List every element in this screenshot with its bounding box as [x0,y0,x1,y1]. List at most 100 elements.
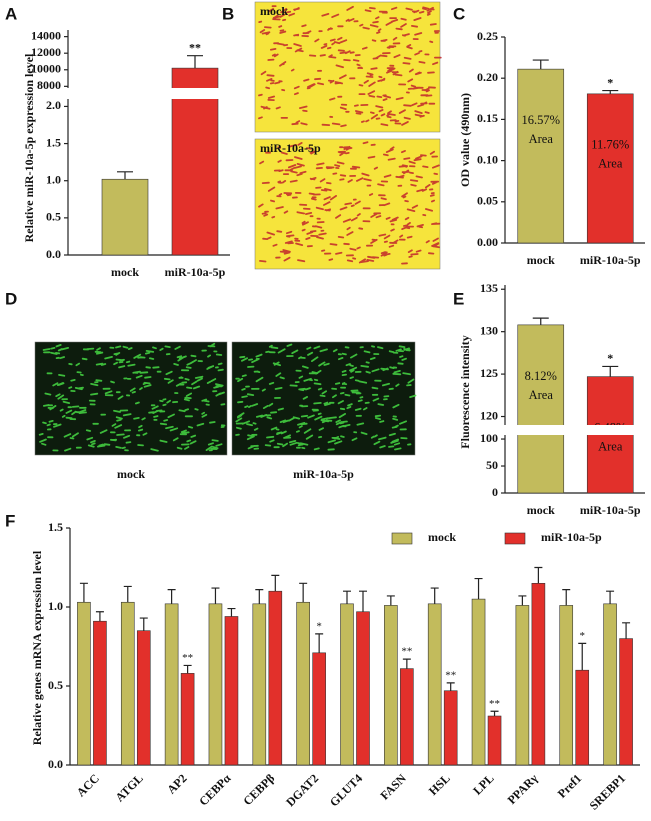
x-tick-label: HSL [426,771,453,798]
bar [208,603,223,766]
y-tick-label: 0.0 [46,247,61,261]
error-bar [386,595,395,606]
bar-label: Area [598,157,623,171]
image-caption: miR-10a-5p [260,141,321,155]
cell-texture [258,5,442,128]
significance: ** [489,698,500,710]
y-tick-label: 0.20 [477,70,498,84]
error-bar [606,590,615,604]
x-tick-label: LPL [470,771,496,797]
significance: * [579,630,585,642]
error-bar [271,574,280,592]
y-tick-label: 120 [480,408,498,422]
x-tick-label: CEBPα [196,771,233,808]
bar [586,93,634,244]
x-tick-label: mock [527,503,555,517]
panel-letter: D [5,289,17,308]
panel-letter: C [453,4,465,23]
bar-label: Area [529,132,554,146]
cell-texture [235,343,417,451]
y-tick-label: 130 [480,323,498,337]
image-caption: miR-10a-5p [293,467,354,481]
y-tick-label: 0.00 [477,235,498,249]
x-tick-label: DGAT2 [283,771,321,809]
y-axis-label: Relative genes mRNA expression level [30,550,44,745]
error-bar [117,171,133,180]
x-tick-label: CEBPβ [240,771,277,808]
error-bar [211,587,220,604]
axis-break [506,425,645,435]
bar [517,324,565,494]
y-tick-label: 1.5 [46,135,61,149]
cell-texture [258,141,441,265]
x-tick-label: mock [111,265,139,279]
significance: ** [401,646,412,658]
bar [559,605,574,766]
bar [427,603,442,766]
error-bar [430,587,439,604]
bar [619,638,633,766]
error-bar [299,582,308,603]
error-bar [518,595,527,606]
bar [268,590,283,766]
y-tick-label: 2.0 [46,98,61,112]
bar [356,611,370,766]
bar-label: 16.57% [521,113,560,127]
legend-swatch [391,532,413,545]
legend-swatch [504,532,526,545]
panel-letter: A [5,4,17,23]
error-bar [343,590,351,604]
y-tick-label: 0.10 [477,152,498,166]
axis-break [69,88,230,99]
error-bar [187,55,203,69]
error-bar [534,566,543,584]
significance: ** [445,669,456,681]
bar [517,68,565,244]
error-bar [578,642,587,671]
bar [180,673,195,766]
y-axis-label: Fluorescence intensity [458,335,472,448]
panel-letter: B [222,4,234,23]
y-axis-label: OD value (490nm) [458,93,472,187]
panel-letter: E [453,289,464,308]
significance: * [607,75,613,89]
x-tick-label: SREBP1 [587,771,628,812]
bar-label: Area [529,388,554,402]
y-tick-label: 14000 [31,28,61,42]
bar [603,603,617,766]
image-caption: mock [117,467,145,481]
y-tick-label: 0 [492,485,498,499]
error-bar [446,682,455,691]
bar [296,601,310,766]
bar [515,605,530,766]
error-bar [602,365,619,377]
significance: ** [189,40,201,54]
legend-label: mock [428,530,456,544]
bar [575,669,590,766]
bar-label: 8.12% [525,369,557,383]
cell-texture [38,342,226,452]
x-tick-label: ATGL [113,771,146,804]
micrograph [254,1,441,133]
legend-label: miR-10a-5p [541,530,602,544]
error-bar [490,710,499,717]
error-bar [315,633,324,653]
error-bar [255,589,264,604]
error-bar [359,590,367,612]
significance: * [607,351,613,365]
y-tick-label: 1.5 [48,520,63,534]
bar [77,601,91,766]
panel-letter: F [5,511,15,530]
significance: ** [182,652,193,664]
y-tick-label: 0.05 [477,194,498,208]
y-tick-label: 0.5 [46,210,61,224]
y-tick-label: 50 [486,458,498,472]
error-bar [532,317,549,325]
x-tick-label: PPARγ [505,771,541,807]
x-tick-label: GLUT4 [327,771,365,809]
error-bar [562,589,571,606]
y-tick-label: 0.0 [48,757,63,771]
x-tick-label: AP2 [164,771,189,796]
x-tick-label: miR-10a-5p [165,265,226,279]
